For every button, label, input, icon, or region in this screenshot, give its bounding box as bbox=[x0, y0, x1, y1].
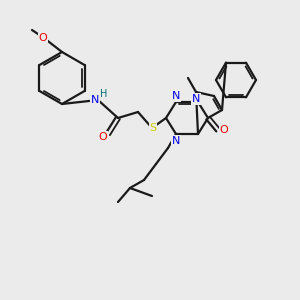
Text: N: N bbox=[192, 94, 200, 104]
Text: N: N bbox=[172, 136, 180, 146]
Text: O: O bbox=[99, 132, 107, 142]
Text: S: S bbox=[149, 123, 157, 133]
Text: N: N bbox=[91, 95, 99, 105]
Text: O: O bbox=[220, 125, 228, 135]
Text: O: O bbox=[39, 33, 47, 43]
Text: H: H bbox=[100, 89, 108, 99]
Text: N: N bbox=[172, 91, 180, 101]
